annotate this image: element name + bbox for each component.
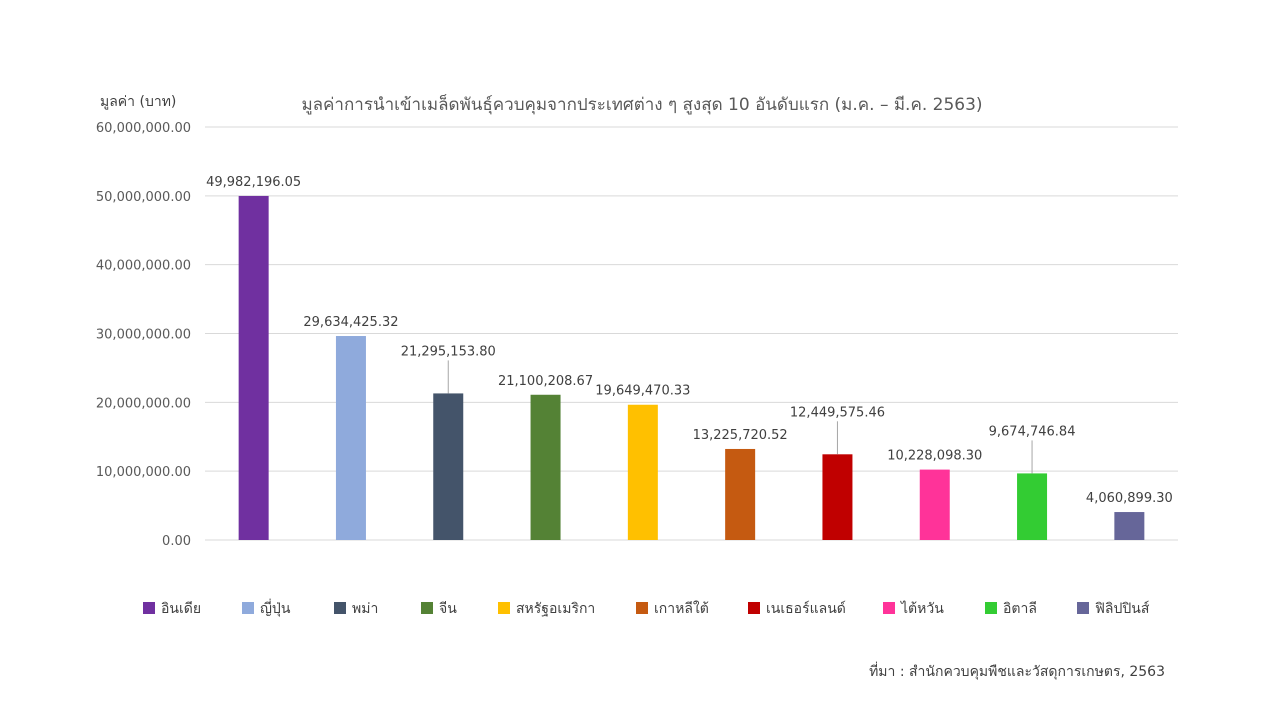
legend-swatch [334,602,346,614]
legend-item: ญี่ปุ่น [242,599,291,617]
legend-label: เนเธอร์แลนด์ [766,600,846,617]
y-tick-label: 40,000,000.00 [96,259,191,274]
bar [822,454,853,540]
legend: อินเดีย ญี่ปุ่น พม่า จีน สหรัฐอเมริกา เกาหลีใ… [143,599,1150,617]
y-tick-label: 10,000,000.00 [96,465,191,480]
y-axis-ticks: 0.00 10,000,000.00 20,000,000.00 30,000,000… [96,121,191,549]
y-tick-label: 20,000,000.00 [96,396,191,411]
legend-label: จีน [439,601,457,617]
legend-item: เกาหลีใต้ [636,600,709,617]
legend-swatch [883,602,895,614]
y-tick-label: 50,000,000.00 [96,190,191,205]
legend-item: เนเธอร์แลนด์ [748,600,846,617]
legend-label: ฟิลิปปินส์ [1095,600,1150,617]
bar [530,394,561,540]
legend-swatch [143,602,155,614]
legend-label: ไต้หวัน [900,600,944,617]
data-labels: 49,982,196.05 29,634,425.3221,295,153.802… [206,175,1173,506]
data-label: 21,100,208.67 [498,374,593,389]
data-label: 21,295,153.80 [401,344,496,359]
legend-label: พม่า [352,601,378,617]
y-tick-label: 30,000,000.00 [96,328,191,343]
legend-item: สหรัฐอเมริกา [498,601,595,617]
data-label: 19,649,470.33 [595,384,690,399]
source-note: ที่มา : สำนักควบคุมพืชและวัสดุการเกษตร, … [869,662,1165,680]
bar [919,469,950,540]
data-label: 12,449,575.46 [790,405,885,420]
chart-title: มูลค่าการนำเข้าเมล็ดพันธุ์ควบคุมจากประเท… [301,93,982,115]
bars [238,195,1145,541]
legend-item: อินเดีย [143,601,201,617]
data-label: 13,225,720.52 [693,428,788,443]
legend-label: อินเดีย [161,601,201,617]
bar [335,336,366,540]
bar [1114,512,1145,540]
y-axis-label: มูลค่า (บาท) [100,94,176,110]
data-label: 4,060,899.30 [1086,491,1173,506]
data-label: 49,982,196.05 [206,175,301,190]
gridlines [205,126,1178,541]
legend-swatch [1077,602,1089,614]
legend-item: อิตาลี [985,601,1037,617]
data-label: 29,634,425.32 [303,315,398,330]
legend-label: อิตาลี [1003,601,1037,617]
bar [433,393,464,540]
legend-swatch [421,602,433,614]
legend-swatch [498,602,510,614]
y-tick-label: 60,000,000.00 [96,121,191,136]
bar [238,195,269,541]
legend-label: สหรัฐอเมริกา [516,601,595,617]
data-label: 9,674,746.84 [989,424,1076,439]
legend-item: ไต้หวัน [883,600,944,617]
bar [627,404,658,540]
legend-swatch [636,602,648,614]
legend-item: จีน [421,601,457,617]
bar [725,448,756,540]
legend-label: ญี่ปุ่น [260,599,291,617]
bar [1017,473,1048,540]
legend-item: ฟิลิปปินส์ [1077,600,1150,617]
legend-swatch [748,602,760,614]
y-tick-label: 0.00 [162,534,191,549]
legend-label: เกาหลีใต้ [654,600,709,617]
legend-swatch [242,602,254,614]
legend-item: พม่า [334,601,378,617]
legend-swatch [985,602,997,614]
data-label: 10,228,098.30 [887,449,982,464]
